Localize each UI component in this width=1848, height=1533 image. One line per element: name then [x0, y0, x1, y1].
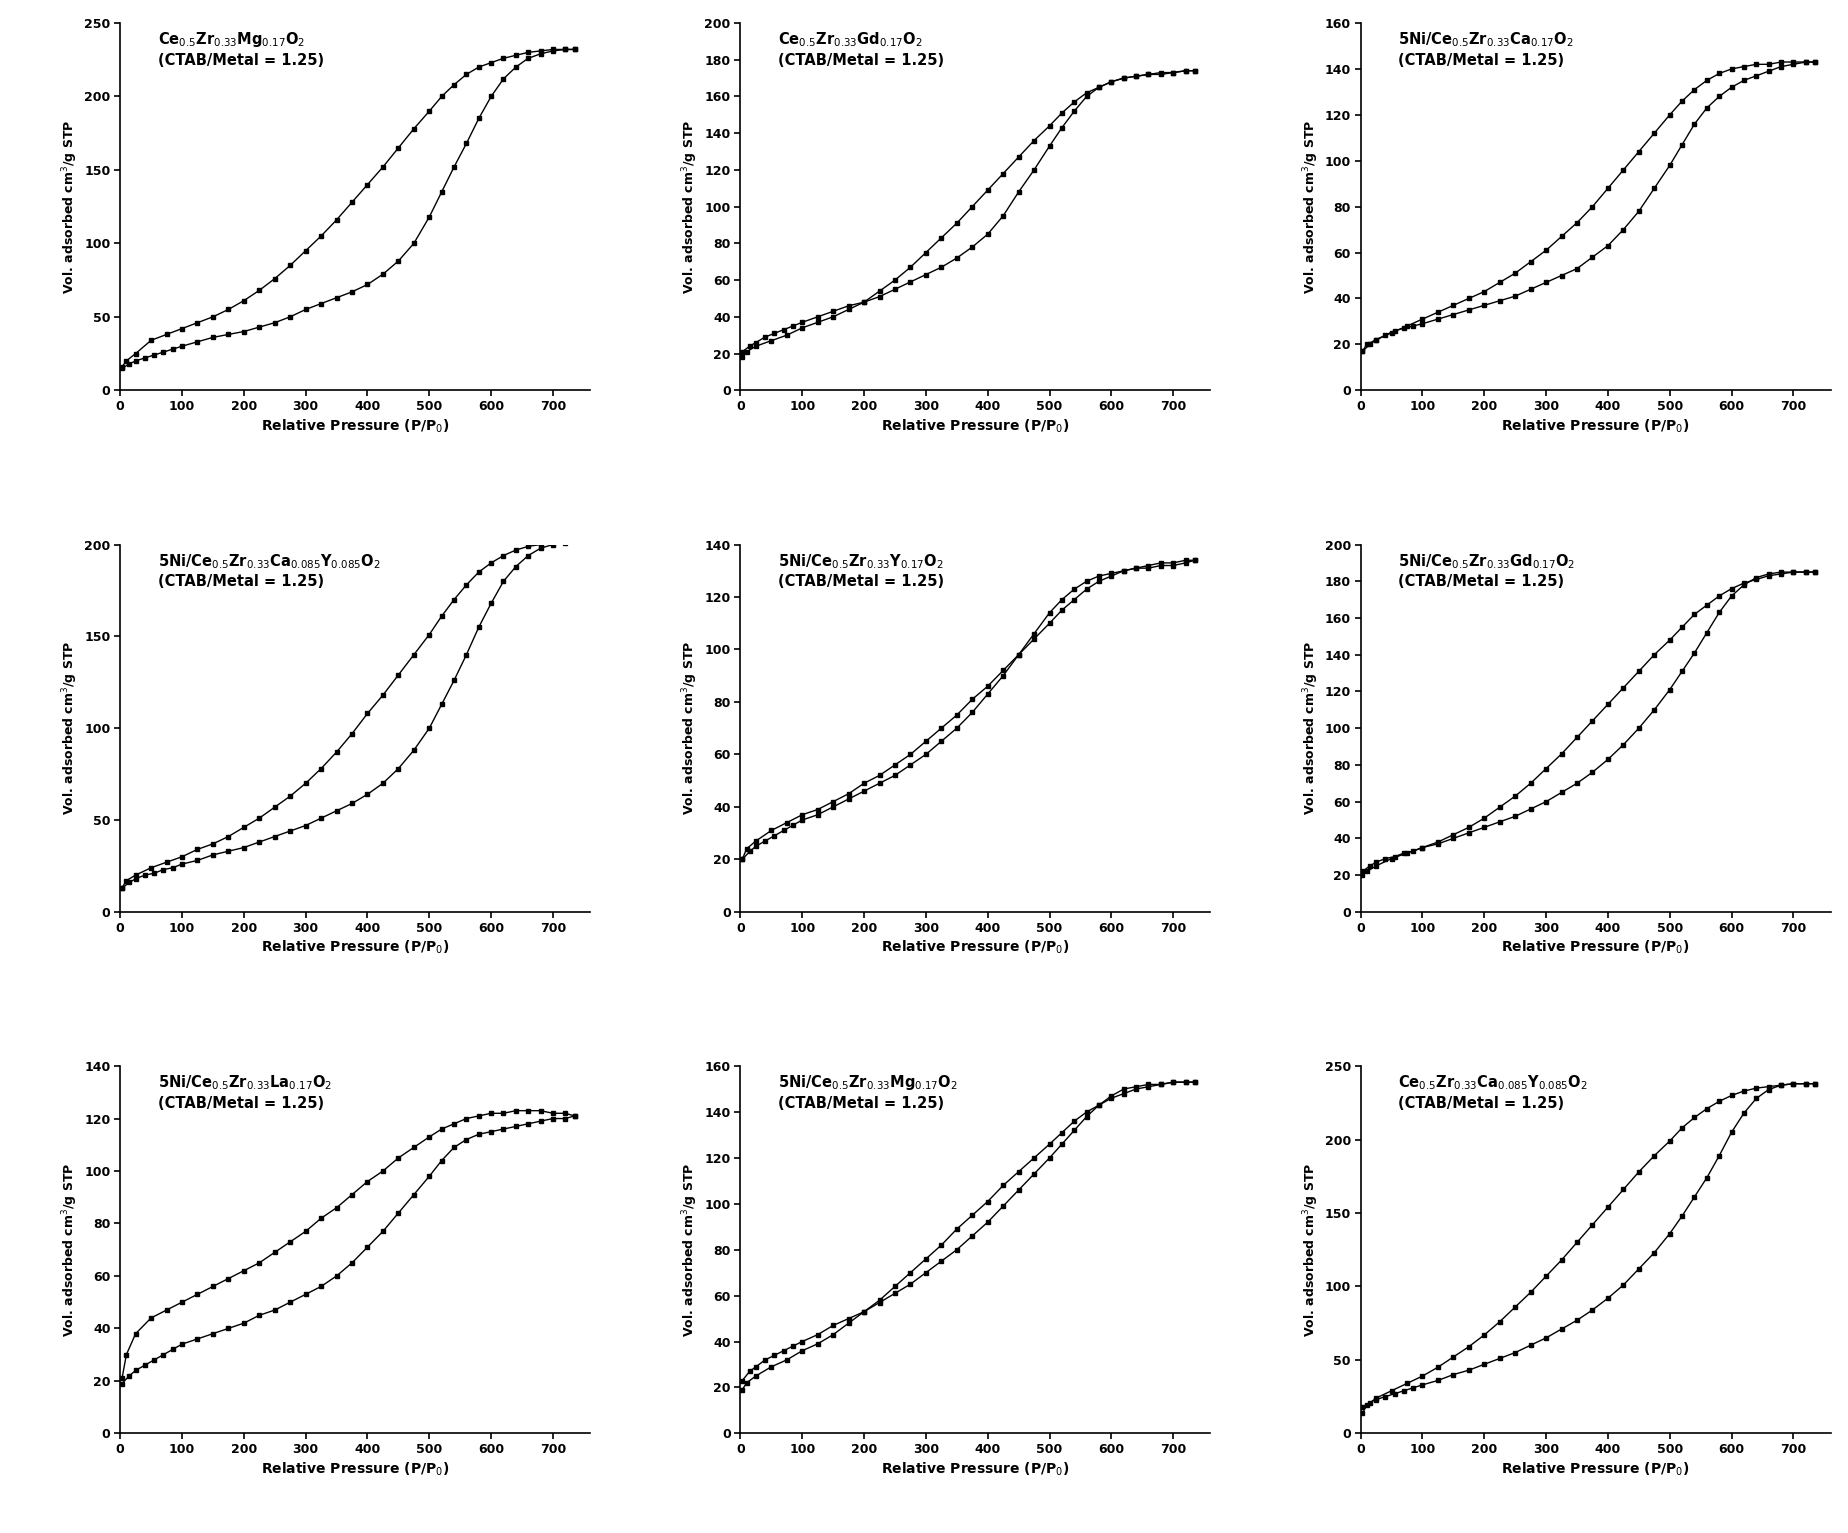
Text: 5Ni/Ce$_{0.5}$Zr$_{0.33}$Gd$_{0.17}$O$_2$
(CTAB/Metal = 1.25): 5Ni/Ce$_{0.5}$Zr$_{0.33}$Gd$_{0.17}$O$_2… — [1397, 552, 1574, 589]
Y-axis label: Vol. adsorbed cm$^3$/g STP: Vol. adsorbed cm$^3$/g STP — [61, 1162, 79, 1337]
Y-axis label: Vol. adsorbed cm$^3$/g STP: Vol. adsorbed cm$^3$/g STP — [1301, 641, 1319, 816]
X-axis label: Relative Pressure (P/P$_0$): Relative Pressure (P/P$_0$) — [881, 1461, 1068, 1478]
Text: Ce$_{0.5}$Zr$_{0.33}$Gd$_{0.17}$O$_2$
(CTAB/Metal = 1.25): Ce$_{0.5}$Zr$_{0.33}$Gd$_{0.17}$O$_2$ (C… — [778, 31, 944, 67]
X-axis label: Relative Pressure (P/P$_0$): Relative Pressure (P/P$_0$) — [881, 417, 1068, 434]
Text: 5Ni/Ce$_{0.5}$Zr$_{0.33}$Mg$_{0.17}$O$_2$
(CTAB/Metal = 1.25): 5Ni/Ce$_{0.5}$Zr$_{0.33}$Mg$_{0.17}$O$_2… — [778, 1073, 957, 1111]
Y-axis label: Vol. adsorbed cm$^3$/g STP: Vol. adsorbed cm$^3$/g STP — [680, 120, 700, 294]
X-axis label: Relative Pressure (P/P$_0$): Relative Pressure (P/P$_0$) — [1501, 417, 1689, 434]
X-axis label: Relative Pressure (P/P$_0$): Relative Pressure (P/P$_0$) — [261, 417, 449, 434]
X-axis label: Relative Pressure (P/P$_0$): Relative Pressure (P/P$_0$) — [261, 938, 449, 957]
X-axis label: Relative Pressure (P/P$_0$): Relative Pressure (P/P$_0$) — [1501, 938, 1689, 957]
X-axis label: Relative Pressure (P/P$_0$): Relative Pressure (P/P$_0$) — [261, 1461, 449, 1478]
X-axis label: Relative Pressure (P/P$_0$): Relative Pressure (P/P$_0$) — [881, 938, 1068, 957]
Text: 5Ni/Ce$_{0.5}$Zr$_{0.33}$Y$_{0.17}$O$_2$
(CTAB/Metal = 1.25): 5Ni/Ce$_{0.5}$Zr$_{0.33}$Y$_{0.17}$O$_2$… — [778, 552, 944, 589]
Y-axis label: Vol. adsorbed cm$^3$/g STP: Vol. adsorbed cm$^3$/g STP — [680, 1162, 700, 1337]
Y-axis label: Vol. adsorbed cm$^3$/g STP: Vol. adsorbed cm$^3$/g STP — [1301, 1162, 1319, 1337]
Y-axis label: Vol. adsorbed cm$^3$/g STP: Vol. adsorbed cm$^3$/g STP — [1301, 120, 1319, 294]
Text: 5Ni/Ce$_{0.5}$Zr$_{0.33}$Ca$_{0.17}$O$_2$
(CTAB/Metal = 1.25): 5Ni/Ce$_{0.5}$Zr$_{0.33}$Ca$_{0.17}$O$_2… — [1397, 31, 1573, 67]
Y-axis label: Vol. adsorbed cm$^3$/g STP: Vol. adsorbed cm$^3$/g STP — [61, 641, 79, 816]
Text: 5Ni/Ce$_{0.5}$Zr$_{0.33}$La$_{0.17}$O$_2$
(CTAB/Metal = 1.25): 5Ni/Ce$_{0.5}$Zr$_{0.33}$La$_{0.17}$O$_2… — [157, 1073, 331, 1111]
X-axis label: Relative Pressure (P/P$_0$): Relative Pressure (P/P$_0$) — [1501, 1461, 1689, 1478]
Text: Ce$_{0.5}$Zr$_{0.33}$Mg$_{0.17}$O$_2$
(CTAB/Metal = 1.25): Ce$_{0.5}$Zr$_{0.33}$Mg$_{0.17}$O$_2$ (C… — [157, 31, 323, 67]
Text: Ce$_{0.5}$Zr$_{0.33}$Ca$_{0.085}$Y$_{0.085}$O$_2$
(CTAB/Metal = 1.25): Ce$_{0.5}$Zr$_{0.33}$Ca$_{0.085}$Y$_{0.0… — [1397, 1073, 1587, 1111]
Text: 5Ni/Ce$_{0.5}$Zr$_{0.33}$Ca$_{0.085}$Y$_{0.085}$O$_2$
(CTAB/Metal = 1.25): 5Ni/Ce$_{0.5}$Zr$_{0.33}$Ca$_{0.085}$Y$_… — [157, 552, 381, 589]
Y-axis label: Vol. adsorbed cm$^3$/g STP: Vol. adsorbed cm$^3$/g STP — [61, 120, 79, 294]
Y-axis label: Vol. adsorbed cm$^3$/g STP: Vol. adsorbed cm$^3$/g STP — [680, 641, 700, 816]
